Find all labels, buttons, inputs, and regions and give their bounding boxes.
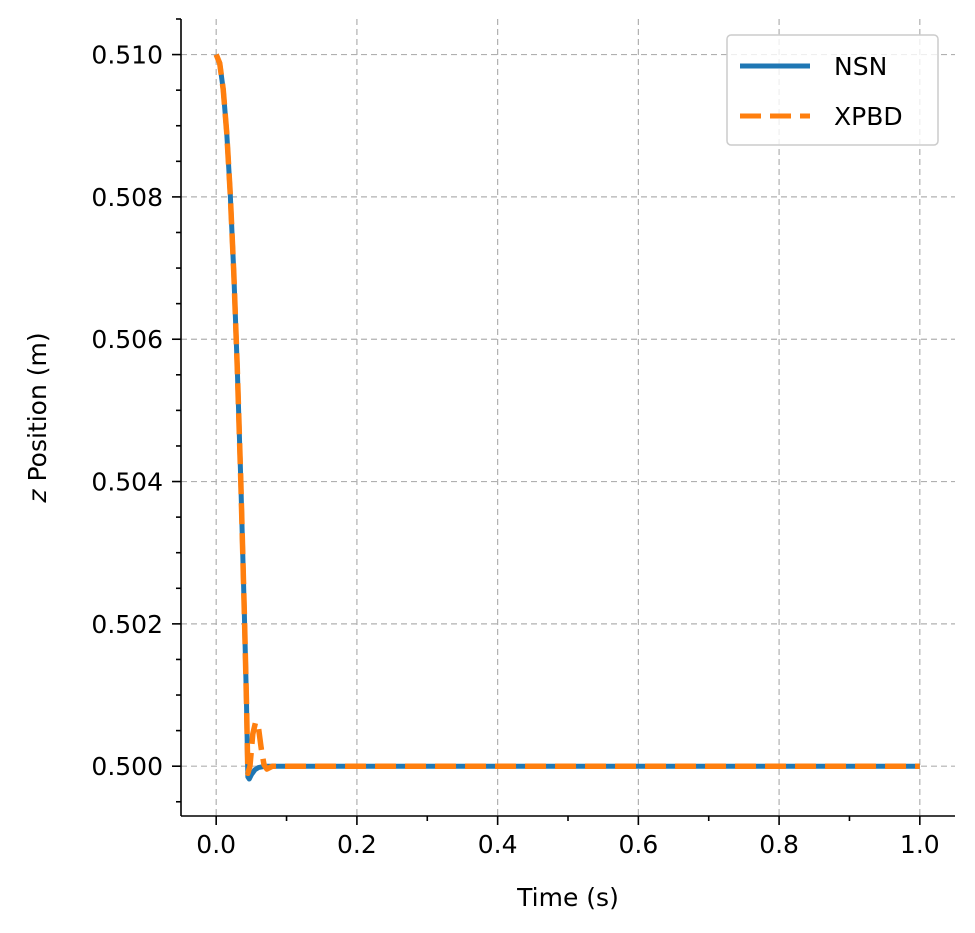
y-axis-label-text: Position (m) <box>23 332 52 489</box>
x-tick-label: 0.8 <box>759 830 799 859</box>
y-tick-label: 0.502 <box>91 610 163 639</box>
y-tick-label: 0.504 <box>91 468 163 497</box>
x-tick-label: 0.6 <box>618 830 658 859</box>
x-tick-label: 1.0 <box>900 830 940 859</box>
y-tick-label: 0.506 <box>91 325 163 354</box>
x-tick-label: 0.4 <box>478 830 518 859</box>
series-line-nsn <box>213 53 920 782</box>
ticks: 0.0 0.2 0.4 0.6 0.8 1.0 0.500 0.502 0.504 0.506 0.… <box>91 18 940 859</box>
y-tick-label: 0.510 <box>91 41 163 70</box>
series-line-xpbd <box>213 53 920 777</box>
y-tick-label: 0.500 <box>91 752 163 781</box>
x-axis-label: Time (s) <box>516 883 619 912</box>
x-tick-label: 0.2 <box>337 830 377 859</box>
y-axis-label: z Position (m) <box>23 332 52 503</box>
legend: NSN XPBD <box>726 34 939 146</box>
x-tick-label: 0.0 <box>196 830 236 859</box>
legend-label-nsn: NSN <box>834 52 887 81</box>
legend-label-xpbd: XPBD <box>834 102 903 131</box>
series-layer <box>213 53 920 782</box>
legend-box <box>726 34 939 146</box>
y-axis-label-variable: z <box>23 489 52 504</box>
y-tick-label: 0.508 <box>91 183 163 212</box>
